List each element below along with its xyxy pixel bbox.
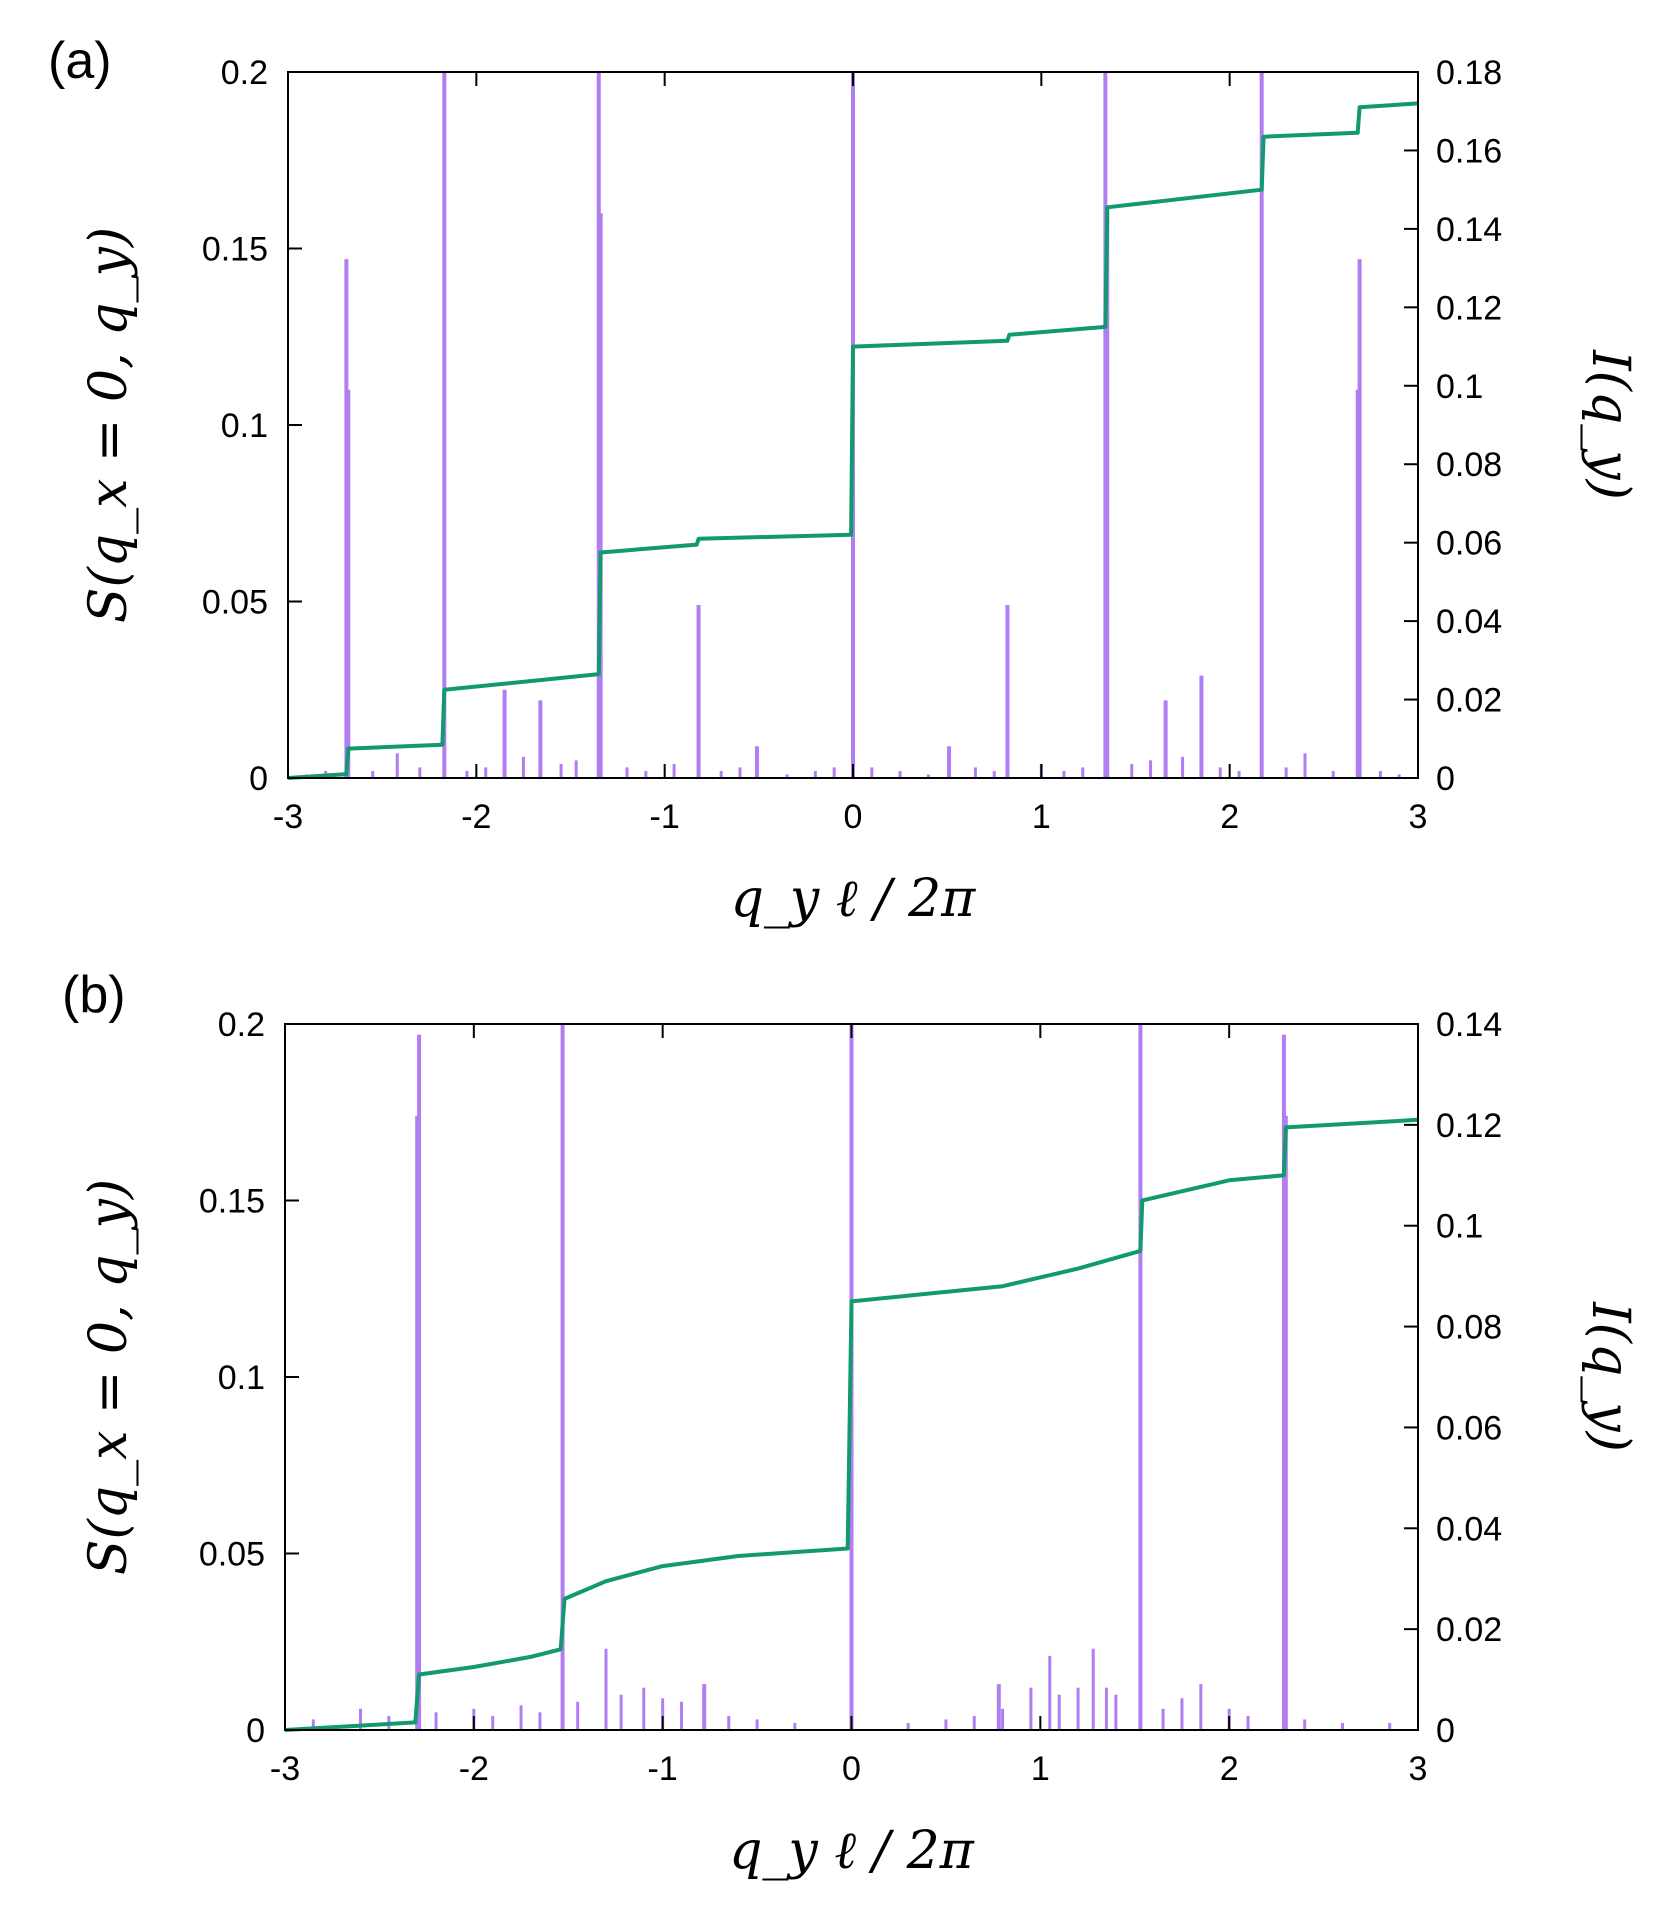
- y-tick-label-right: 0.18: [1436, 54, 1502, 92]
- panel-a: -3 -2 -1 0 1 2 300.050.10.150.200.020.040.060.…: [48, 32, 1640, 929]
- y-tick-label-left: 0: [246, 1712, 265, 1750]
- y-tick-label-right: 0.02: [1436, 682, 1502, 720]
- y-tick-label-right: 0.1: [1436, 1208, 1483, 1246]
- x-tick-label: -3: [270, 1750, 300, 1788]
- y-axis-label-left: S(q_x = 0, q_y): [79, 227, 139, 623]
- x-tick-label: 3: [1409, 1750, 1428, 1788]
- x-tick-label: -3: [273, 798, 303, 836]
- y-tick-label-right: 0.04: [1436, 603, 1502, 641]
- x-tick-label: -1: [648, 1750, 678, 1788]
- panel-label: (a): [48, 32, 112, 90]
- x-tick-label: 0: [842, 1750, 861, 1788]
- y-tick-label-left: 0.15: [199, 1183, 265, 1221]
- y-tick-label-right: 0.14: [1436, 1006, 1502, 1044]
- x-tick-label: 2: [1220, 1750, 1239, 1788]
- y-tick-label-left: 0.2: [221, 54, 268, 92]
- x-axis-label: q_y ℓ / 2π: [731, 869, 977, 929]
- y-tick-label-left: 0.1: [221, 407, 268, 445]
- panel-label: (b): [62, 966, 126, 1024]
- y-tick-label-right: 0.04: [1436, 1510, 1502, 1548]
- x-tick-label: 1: [1031, 1750, 1050, 1788]
- y-tick-label-right: 0: [1436, 760, 1455, 798]
- y-tick-label-right: 0: [1436, 1712, 1455, 1750]
- series-line: [284, 1117, 1419, 1732]
- y-tick-label-left: 0.15: [202, 231, 268, 269]
- x-tick-label: -2: [461, 798, 491, 836]
- y-axis-label-left: S(q_x = 0, q_y): [79, 1179, 139, 1575]
- x-axis-label: q_y ℓ / 2π: [729, 1821, 975, 1881]
- x-tick-label: -2: [459, 1750, 489, 1788]
- x-tick-label: 1: [1032, 798, 1051, 836]
- y-tick-label-left: 0.05: [199, 1536, 265, 1574]
- x-tick-label: 2: [1220, 798, 1239, 836]
- y-tick-label-right: 0.12: [1436, 1107, 1502, 1145]
- y-tick-label-right: 0.1: [1436, 368, 1483, 406]
- x-tick-label: 0: [844, 798, 863, 836]
- y-tick-label-right: 0.02: [1436, 1611, 1502, 1649]
- y-tick-label-right: 0.16: [1436, 132, 1502, 170]
- y-tick-label-right: 0.06: [1436, 525, 1502, 563]
- panel-b: -3 -2 -1 0 1 2 300.050.10.150.200.020.040.060.…: [62, 966, 1640, 1881]
- y-tick-label-right: 0.14: [1436, 211, 1502, 249]
- y-tick-label-right: 0.08: [1436, 446, 1502, 484]
- y-tick-label-left: 0.2: [218, 1006, 265, 1044]
- x-tick-label: 3: [1409, 798, 1428, 836]
- x-tick-label: -1: [650, 798, 680, 836]
- series-line: [287, 101, 1419, 780]
- y-tick-label-right: 0.06: [1436, 1409, 1502, 1447]
- y-axis-label-right: I(q_y): [1580, 1301, 1640, 1452]
- y-tick-label-right: 0.08: [1436, 1309, 1502, 1347]
- y-tick-label-left: 0.1: [218, 1359, 265, 1397]
- y-tick-label-right: 0.12: [1436, 289, 1502, 327]
- y-axis-label-right: I(q_y): [1580, 349, 1640, 500]
- y-tick-label-left: 0.05: [202, 584, 268, 622]
- y-tick-label-left: 0: [249, 760, 268, 798]
